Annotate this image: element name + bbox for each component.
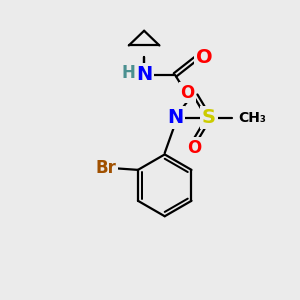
Text: CH₃: CH₃ xyxy=(238,111,266,124)
Text: N: N xyxy=(136,65,152,84)
Text: H: H xyxy=(122,64,136,82)
Text: O: O xyxy=(196,48,212,67)
Text: O: O xyxy=(187,139,201,157)
Text: S: S xyxy=(202,108,216,127)
Text: Br: Br xyxy=(95,159,116,177)
Text: N: N xyxy=(167,108,183,127)
Text: O: O xyxy=(180,84,194,102)
